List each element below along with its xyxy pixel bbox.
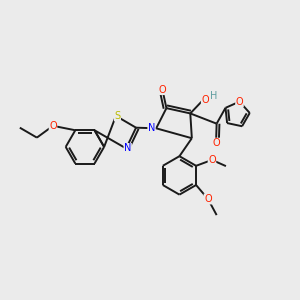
Text: O: O <box>204 194 212 204</box>
Text: O: O <box>212 138 220 148</box>
Text: H: H <box>210 91 217 101</box>
Text: O: O <box>49 121 57 131</box>
Text: O: O <box>159 85 166 94</box>
Text: O: O <box>208 155 216 165</box>
Text: N: N <box>148 123 155 133</box>
Text: O: O <box>236 97 243 106</box>
Text: O: O <box>201 95 209 105</box>
Text: S: S <box>114 111 121 121</box>
Text: N: N <box>124 143 131 154</box>
